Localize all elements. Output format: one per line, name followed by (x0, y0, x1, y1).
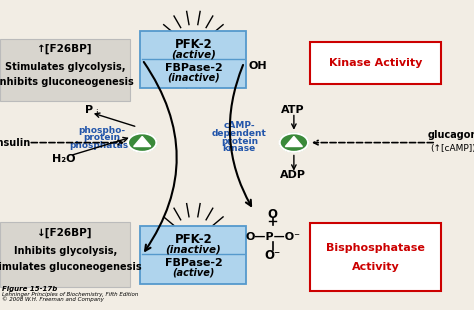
Text: glucagon: glucagon (428, 130, 474, 140)
Text: (↑[cAMP]): (↑[cAMP]) (430, 144, 474, 153)
Text: insulin: insulin (0, 138, 30, 148)
Text: OH: OH (249, 61, 267, 71)
Text: O⁻: O⁻ (264, 249, 281, 262)
FancyBboxPatch shape (0, 222, 130, 287)
Text: Bisphosphatase: Bisphosphatase (326, 243, 425, 253)
Text: FBPase-2: FBPase-2 (164, 63, 222, 73)
FancyArrowPatch shape (144, 62, 177, 251)
Text: O: O (267, 208, 278, 221)
Text: cAMP-: cAMP- (224, 121, 255, 130)
Text: ADP: ADP (280, 170, 306, 180)
Text: Kinase Activity: Kinase Activity (329, 58, 422, 68)
Polygon shape (134, 136, 151, 147)
Text: (inactive): (inactive) (165, 245, 221, 255)
Text: inhibits gluconeogenesis: inhibits gluconeogenesis (0, 77, 134, 86)
Text: phosphatase: phosphatase (69, 141, 135, 150)
Text: kinase: kinase (223, 144, 256, 153)
Text: (active): (active) (172, 268, 215, 278)
Text: Stimulates glycolysis,: Stimulates glycolysis, (5, 62, 126, 72)
FancyArrowPatch shape (230, 65, 251, 206)
Text: PFK-2: PFK-2 (174, 38, 212, 51)
Circle shape (280, 133, 308, 152)
Text: ↑[F26BP]: ↑[F26BP] (37, 44, 93, 54)
Text: Lehninger Principles of Biochemistry, Fifth Edition: Lehninger Principles of Biochemistry, Fi… (2, 292, 139, 297)
Text: (active): (active) (171, 49, 216, 59)
Text: Inhibits glycolysis,: Inhibits glycolysis, (14, 246, 117, 256)
Text: phospho-: phospho- (78, 126, 126, 135)
FancyBboxPatch shape (310, 223, 441, 291)
Text: PFK-2: PFK-2 (174, 233, 212, 246)
Text: (inactive): (inactive) (167, 73, 220, 82)
Polygon shape (285, 136, 302, 147)
Text: O—P—O⁻: O—P—O⁻ (245, 232, 300, 242)
FancyBboxPatch shape (0, 39, 130, 101)
Circle shape (128, 133, 156, 152)
Text: ATP: ATP (281, 105, 305, 115)
Text: dependent: dependent (212, 129, 267, 138)
Text: © 2008 W.H. Freeman and Company: © 2008 W.H. Freeman and Company (2, 297, 104, 302)
Text: Figure 15-17b: Figure 15-17b (2, 286, 58, 292)
FancyBboxPatch shape (140, 31, 246, 88)
Text: H₂O: H₂O (52, 154, 76, 164)
Text: FBPase-2: FBPase-2 (164, 258, 222, 268)
Text: Activity: Activity (352, 262, 400, 272)
Text: i: i (95, 108, 98, 118)
Text: P: P (85, 105, 93, 115)
Text: protein: protein (221, 136, 258, 146)
Text: ↓[F26BP]: ↓[F26BP] (37, 227, 93, 238)
FancyBboxPatch shape (310, 42, 441, 84)
FancyBboxPatch shape (140, 226, 246, 284)
Text: protein: protein (83, 133, 120, 143)
Text: stimulates gluconeogenesis: stimulates gluconeogenesis (0, 262, 142, 272)
